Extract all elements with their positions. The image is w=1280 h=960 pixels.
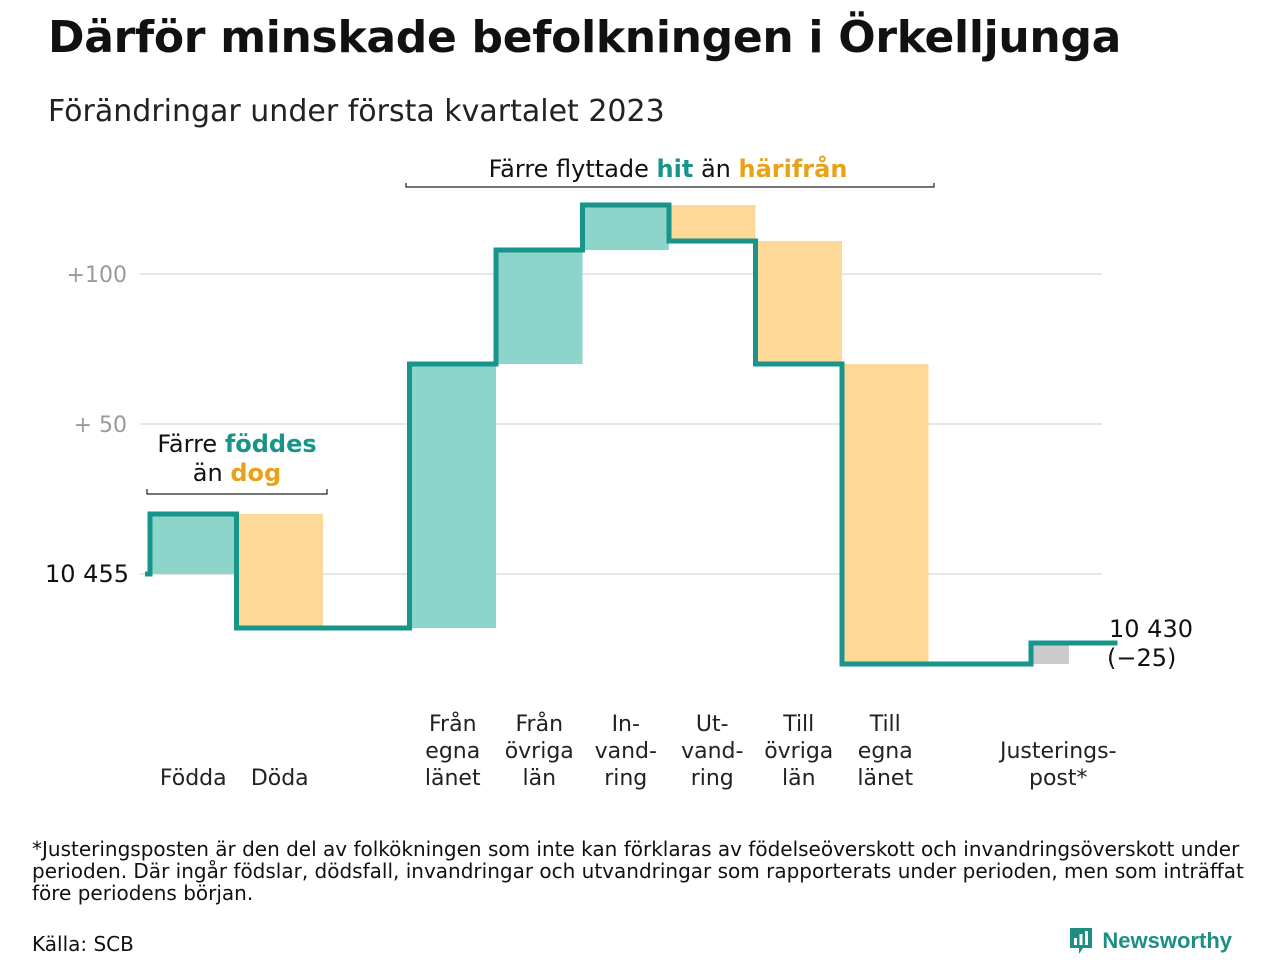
brand-name: Newsworthy [1102,928,1232,953]
annotation-migration: Färre flyttade hit än härifrån [405,154,935,188]
annotation-bracket-births [146,489,328,495]
annotation-text: än [693,155,738,183]
x-category-label: In- [612,712,640,737]
step-line [145,202,1118,667]
annotation-text: än [193,459,231,487]
newsworthy-logo-icon [1070,928,1093,954]
chart-subtitle: Förändringar under första kvartalet 2023 [48,94,665,129]
x-category-label: Justerings- [998,739,1117,764]
annotation-migration-text: Färre flyttade hit än härifrån [489,154,848,183]
x-category-label: Födda [160,766,227,791]
bar-increase [409,364,496,628]
x-category-label: län [522,766,556,791]
x-category-label: län [782,766,816,791]
x-category-label: vand- [681,739,743,764]
source-note: Källa: SCB [32,932,134,956]
chart-title: Därför minskade befolkningen i Örkelljun… [48,12,1122,63]
bar-increase [496,250,583,364]
x-category-label: övriga [764,739,833,764]
step-line-layer [145,202,1118,667]
x-category-label: länet [857,766,913,791]
x-category-label: Döda [251,766,309,791]
x-category-label: Till [782,712,814,737]
annotation-births-deaths: Färre föddes än dog [146,430,328,495]
bar-increase [150,514,237,574]
annotation-births-line1: Färre föddes [157,430,316,458]
bar-decrease [842,364,929,664]
x-category-label: post* [1029,766,1088,791]
end-value-label: 10 430 [1109,615,1193,643]
start-value-label: 10 455 [45,560,129,588]
y-tick-label: + 50 [74,413,127,438]
bars [150,205,1069,664]
x-category-label: vand- [595,739,657,764]
x-category-label: Från [515,711,563,737]
bar-decrease [755,241,842,364]
annotation-bracket-migration [405,183,935,188]
x-category-label: övriga [505,739,574,764]
x-category-label: Från [429,711,477,737]
brand-logo: Newsworthy [1068,926,1232,956]
annotation-text: Färre [157,430,225,458]
x-category-label: länet [425,766,481,791]
y-tick-label: +100 [67,263,127,288]
bar-decrease [669,205,756,241]
end-change-label: (−25) [1107,644,1176,672]
annotation-highlight-births: föddes [225,430,317,458]
annotation-text: Färre flyttade [489,155,657,183]
x-category-label: ring [691,766,734,791]
annotation-highlight-out: härifrån [739,154,848,183]
x-category-label: egna [858,739,913,764]
annotation-highlight-deaths: dog [230,459,281,487]
x-category-label: Till [869,712,901,737]
annotation-highlight-in: hit [657,155,694,183]
x-category-label: ring [604,766,647,791]
x-category-label: egna [425,739,480,764]
footnote: *Justeringsposten är den del av folkökni… [32,837,1244,905]
x-category-label: Ut- [696,712,729,737]
bar-increase [582,205,669,250]
bar-adjustment [1031,643,1069,664]
bar-decrease [236,514,323,628]
annotation-births-line2: än dog [193,459,281,487]
